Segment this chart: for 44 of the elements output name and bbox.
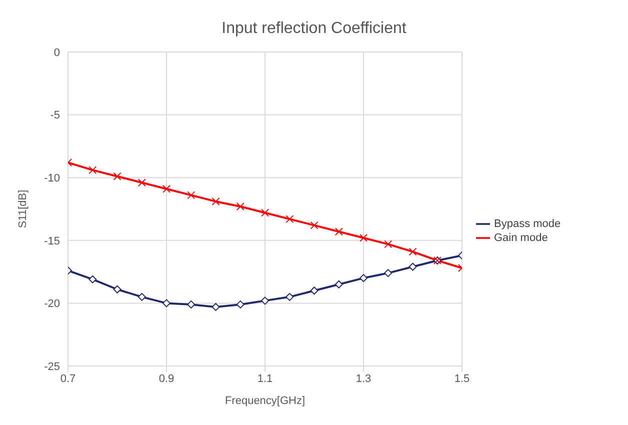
legend-label: Gain mode [494,232,548,244]
point [187,300,196,308]
point [286,215,294,224]
point [88,275,97,284]
point [360,234,368,242]
x-tick-label: 0.9 [158,372,174,385]
point [138,292,146,301]
point [334,228,343,236]
legend-label: Bypass mode [494,218,561,230]
point [360,274,368,282]
x-axis-title: Frequency[GHz] [224,395,306,407]
y-tick-label: 0 [54,46,60,59]
point [261,296,269,305]
point [162,299,170,308]
point [310,221,318,230]
point [334,280,343,288]
x-tick-label: 1.1 [257,372,273,385]
y-axis-title: S11[dB] [16,190,29,228]
point [261,208,269,217]
x-tick-label: 1.5 [454,372,470,385]
point [162,184,170,193]
point [212,197,220,206]
point [310,286,318,295]
y-tick-label: -10 [44,172,60,185]
point [408,262,417,271]
point [138,178,146,187]
y-tick-label: -15 [44,235,60,248]
point [113,172,122,180]
y-tick-label: -5 [50,110,60,122]
chart-title: Input reflection Coefficient [220,19,408,39]
x-tick-label: 1.3 [356,372,372,385]
point [212,302,220,311]
point [286,292,294,301]
x-tick-label: 0.7 [60,372,76,385]
point [408,248,417,256]
point [236,300,244,308]
point [187,191,196,200]
point [113,285,122,294]
point [236,202,244,210]
y-tick-label: -25 [44,360,60,373]
point [384,240,392,248]
point [384,269,392,278]
point [88,166,97,174]
y-tick-label: -20 [44,298,60,310]
